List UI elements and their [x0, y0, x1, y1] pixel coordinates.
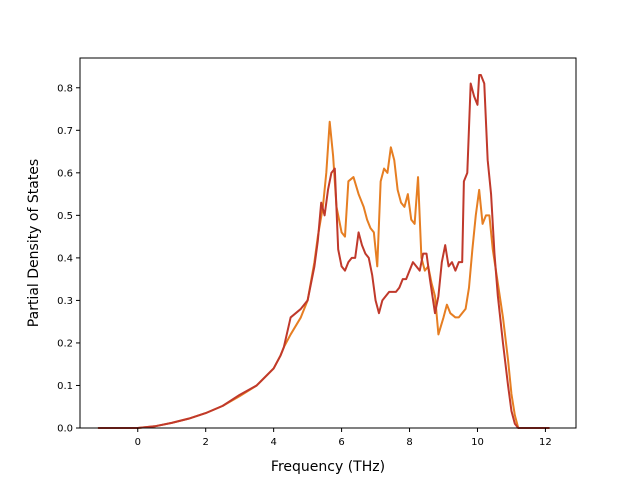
x-tick-label: 4: [270, 437, 276, 448]
series-line-2: [97, 74, 550, 429]
x-tick-label: 8: [406, 437, 412, 448]
y-tick-label: 0.7: [57, 126, 73, 137]
y-tick-label: 0.6: [57, 168, 73, 179]
y-axis-label: Partial Density of States: [26, 159, 42, 327]
x-tick-label: 2: [203, 437, 209, 448]
plot-frame: [79, 57, 577, 429]
y-tick-label: 0.8: [57, 83, 73, 94]
x-tick-label: 6: [338, 437, 344, 448]
x-tick-label: 0: [135, 437, 141, 448]
y-axis-ticks: 0.0 0.1 0.2 0.3 0.4 0.5 0.6 0.7 0.8: [57, 83, 80, 435]
y-tick-label: 0.1: [57, 381, 73, 392]
y-tick-label: 0.4: [57, 253, 73, 264]
x-tick-label: 12: [539, 437, 552, 448]
x-axis-ticks: 0 2 4 6 8 10 12: [135, 428, 552, 448]
y-tick-label: 0.2: [57, 338, 73, 349]
y-tick-label: 0.0: [57, 424, 73, 435]
series-line-1: [97, 120, 550, 429]
x-tick-label: 10: [471, 437, 484, 448]
x-axis-label: Frequency (THz): [271, 459, 385, 475]
series-layer: [97, 74, 550, 429]
y-tick-label: 0.3: [57, 296, 73, 307]
y-tick-label: 0.5: [57, 211, 73, 222]
